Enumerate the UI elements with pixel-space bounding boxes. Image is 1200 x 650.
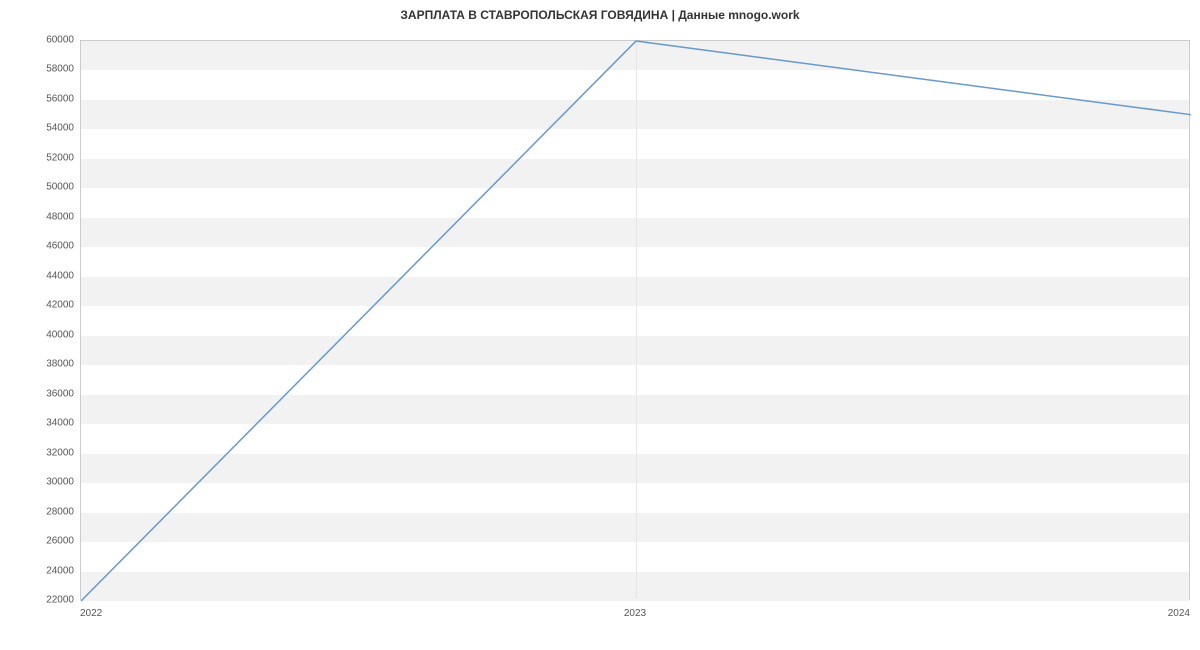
y-axis-tick-label: 24000 (46, 565, 74, 576)
y-axis-tick-label: 60000 (46, 35, 74, 46)
y-axis-tick-label: 22000 (46, 595, 74, 606)
y-axis-tick-label: 30000 (46, 477, 74, 488)
x-axis-tick-label: 2022 (80, 608, 102, 619)
y-axis-tick-label: 40000 (46, 329, 74, 340)
y-axis-tick-label: 48000 (46, 211, 74, 222)
y-axis-tick-label: 44000 (46, 270, 74, 281)
y-axis-tick-label: 50000 (46, 182, 74, 193)
x-axis-tick-label: 2023 (624, 608, 646, 619)
y-axis-tick-label: 32000 (46, 447, 74, 458)
series-line-salary (81, 41, 1191, 601)
y-axis-tick-label: 56000 (46, 93, 74, 104)
y-axis-tick-label: 52000 (46, 152, 74, 163)
y-axis-tick-label: 54000 (46, 123, 74, 134)
plot-area (80, 40, 1190, 600)
y-axis-tick-label: 46000 (46, 241, 74, 252)
salary-line-chart: ЗАРПЛАТА В СТАВРОПОЛЬСКАЯ ГОВЯДИНА | Дан… (0, 0, 1200, 650)
x-axis-tick-label: 2024 (1168, 608, 1190, 619)
series-layer (81, 41, 1191, 601)
y-axis-tick-label: 42000 (46, 300, 74, 311)
y-axis-tick-label: 34000 (46, 418, 74, 429)
y-axis-tick-label: 58000 (46, 64, 74, 75)
y-axis-tick-label: 38000 (46, 359, 74, 370)
y-axis-tick-label: 26000 (46, 536, 74, 547)
y-axis-tick-label: 36000 (46, 388, 74, 399)
chart-title: ЗАРПЛАТА В СТАВРОПОЛЬСКАЯ ГОВЯДИНА | Дан… (0, 8, 1200, 22)
y-axis-tick-label: 28000 (46, 506, 74, 517)
